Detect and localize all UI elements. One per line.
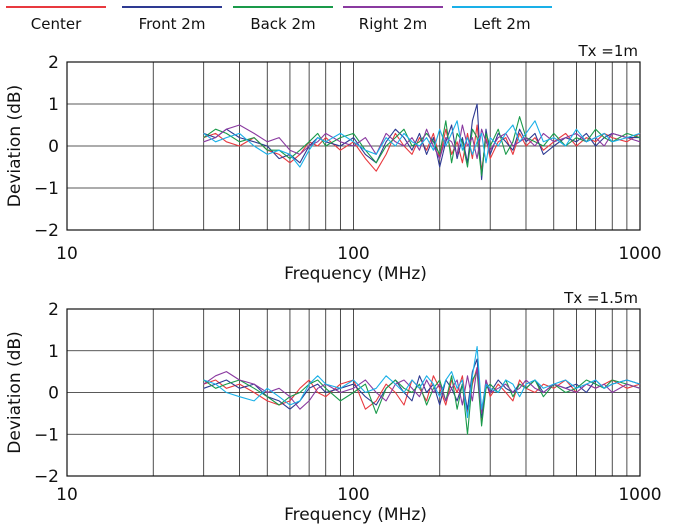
plot-frame [66, 61, 641, 231]
series-line [203, 366, 641, 423]
x-tick-label: 1000 [618, 485, 661, 505]
x-axis-label: Frequency (MHz) [284, 264, 427, 284]
x-axis-label: Frequency (MHz) [284, 505, 427, 525]
y-tick-label: 1 [48, 95, 59, 115]
y-tick-label: 0 [48, 137, 59, 157]
plot-frame [66, 308, 641, 477]
legend-entry: Center [31, 15, 82, 33]
x-tick-label: 100 [337, 485, 369, 505]
y-tick-label: 2 [48, 53, 59, 73]
x-tick-label: 10 [56, 485, 78, 505]
series-line [203, 366, 641, 414]
legend-entry: Front 2m [139, 15, 206, 33]
y-tick-label: −2 [34, 221, 59, 241]
y-tick-label: 0 [48, 384, 59, 404]
y-axis-label: Deviation (dB) [5, 331, 25, 453]
chart-title: Tx =1.5m [563, 289, 638, 307]
series-line [203, 120, 641, 168]
legend-entry: Back 2m [250, 15, 315, 33]
y-tick-label: −1 [34, 179, 59, 199]
y-tick-label: −2 [34, 467, 59, 487]
x-tick-label: 10 [56, 244, 78, 264]
x-tick-label: 1000 [618, 244, 661, 264]
legend-entry: Left 2m [473, 15, 530, 33]
series-line [203, 103, 640, 181]
legend-entry: Right 2m [359, 15, 427, 33]
series-line [203, 346, 641, 419]
y-tick-label: 1 [48, 342, 59, 362]
y-axis-label: Deviation (dB) [5, 85, 25, 207]
series-line [203, 116, 641, 176]
x-tick-label: 100 [337, 244, 369, 264]
series-line [203, 358, 641, 419]
y-tick-label: 2 [48, 300, 59, 320]
chart-title: Tx =1m [577, 42, 638, 60]
y-tick-label: −1 [34, 425, 59, 445]
legend: Center Front 2m Back 2m Right 2m Left 2m [6, 6, 552, 33]
